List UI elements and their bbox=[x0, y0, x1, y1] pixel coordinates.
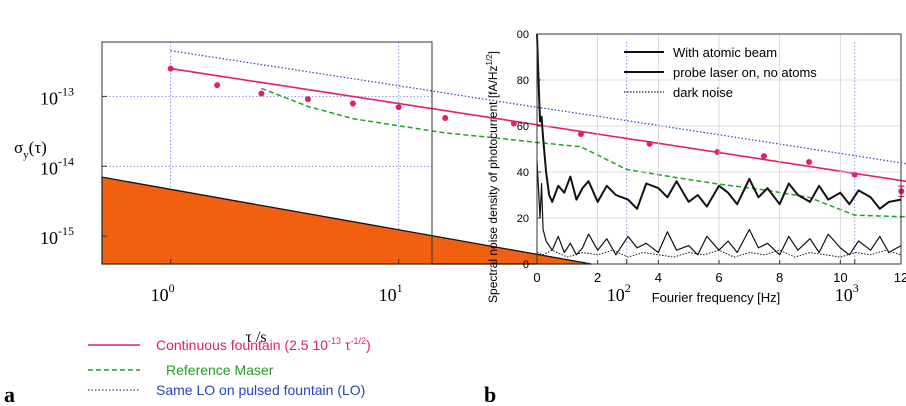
x-tick-label-3: 103 bbox=[835, 281, 859, 305]
panel-b-legend: With atomic beam probe laser on, no atom… bbox=[624, 45, 817, 100]
b-x-tick-label-3: 6 bbox=[715, 270, 722, 285]
b-x-tick-label-0: 0 bbox=[533, 270, 540, 285]
data-point-13 bbox=[851, 171, 858, 178]
b-y-tick-label-1: 20 bbox=[517, 213, 529, 225]
y-tick-label-1: 10-14 bbox=[40, 154, 74, 178]
x-tick-label-2: 102 bbox=[607, 281, 631, 305]
data-point-2 bbox=[258, 90, 265, 97]
panel-label-b: b bbox=[484, 382, 496, 406]
legend-label-dark-noise: dark noise bbox=[673, 85, 733, 100]
data-point-8 bbox=[577, 130, 584, 137]
panel-b-y-ticks: 0 20 40 60 80 00 bbox=[517, 29, 541, 271]
panel-b-series bbox=[536, 33, 902, 258]
data-point-12 bbox=[805, 159, 812, 166]
panel-label-a: a bbox=[4, 382, 15, 406]
panel-a-legend: Continuous fountain (2.5 10-13 τ-1/2) Re… bbox=[88, 336, 371, 398]
legend-label-lo: Same LO on pulsed fountain (LO) bbox=[156, 382, 365, 398]
data-point-6 bbox=[442, 115, 449, 122]
b-x-tick-label-5: 10 bbox=[833, 270, 847, 285]
panel-a-y-ticks: 10-13 10-14 10-15 bbox=[40, 84, 107, 248]
data-point-10 bbox=[714, 149, 721, 156]
b-x-tick-label-1: 2 bbox=[594, 270, 601, 285]
x-tick-label-0: 100 bbox=[151, 281, 175, 305]
data-point-0 bbox=[167, 65, 174, 72]
series-dark-noise bbox=[536, 249, 902, 258]
legend-label-continuous: Continuous fountain (2.5 10-13 τ-1/2) bbox=[156, 336, 371, 353]
series-atomic-beam bbox=[536, 33, 902, 210]
b-x-tick-label-4: 8 bbox=[776, 270, 783, 285]
panel-b-x-axis-label: Fourier frequency [Hz] bbox=[652, 290, 781, 305]
panel-b-chart: 0 2 4 6 8 10 12 0 20 40 60 80 00 Fourier frequency … bbox=[484, 29, 906, 406]
series-continuous-fit bbox=[170, 67, 906, 183]
legend-label-no-atoms: probe laser on, no atoms bbox=[673, 65, 817, 80]
data-point-1 bbox=[214, 82, 221, 89]
data-point-3 bbox=[304, 96, 311, 103]
b-y-tick-label-5: 00 bbox=[517, 29, 529, 41]
data-point-7 bbox=[510, 120, 517, 127]
x-tick-label-1: 101 bbox=[379, 281, 403, 305]
b-y-tick-label-4: 80 bbox=[517, 75, 529, 87]
data-point-4 bbox=[349, 100, 356, 107]
legend-label-maser: Reference Maser bbox=[166, 362, 274, 378]
panel-b-y-axis-label: Spectral noise density of photocurrent [… bbox=[485, 51, 500, 303]
b-y-tick-label-2: 40 bbox=[517, 167, 529, 179]
panel-a-y-axis-label: σy(τ) bbox=[14, 138, 47, 161]
data-point-5 bbox=[395, 104, 402, 111]
b-x-tick-label-6: 12 bbox=[894, 270, 906, 285]
b-y-tick-label-3: 60 bbox=[517, 121, 529, 133]
y-tick-label-0: 10-13 bbox=[40, 84, 74, 108]
data-point-11 bbox=[761, 153, 768, 160]
series-maser-line bbox=[261, 87, 906, 218]
y-tick-label-2: 10-15 bbox=[40, 224, 74, 248]
data-point-9 bbox=[646, 140, 653, 147]
series-no-atoms bbox=[536, 160, 902, 256]
panel-a-x-axis-label: τ /s bbox=[245, 329, 266, 346]
b-x-tick-label-2: 4 bbox=[655, 270, 662, 285]
legend-label-atomic-beam: With atomic beam bbox=[673, 45, 777, 60]
b-y-tick-label-0: 0 bbox=[523, 259, 529, 271]
panel-a-frame bbox=[101, 41, 433, 265]
panel-b-x-ticks: 0 2 4 6 8 10 12 bbox=[533, 260, 906, 285]
